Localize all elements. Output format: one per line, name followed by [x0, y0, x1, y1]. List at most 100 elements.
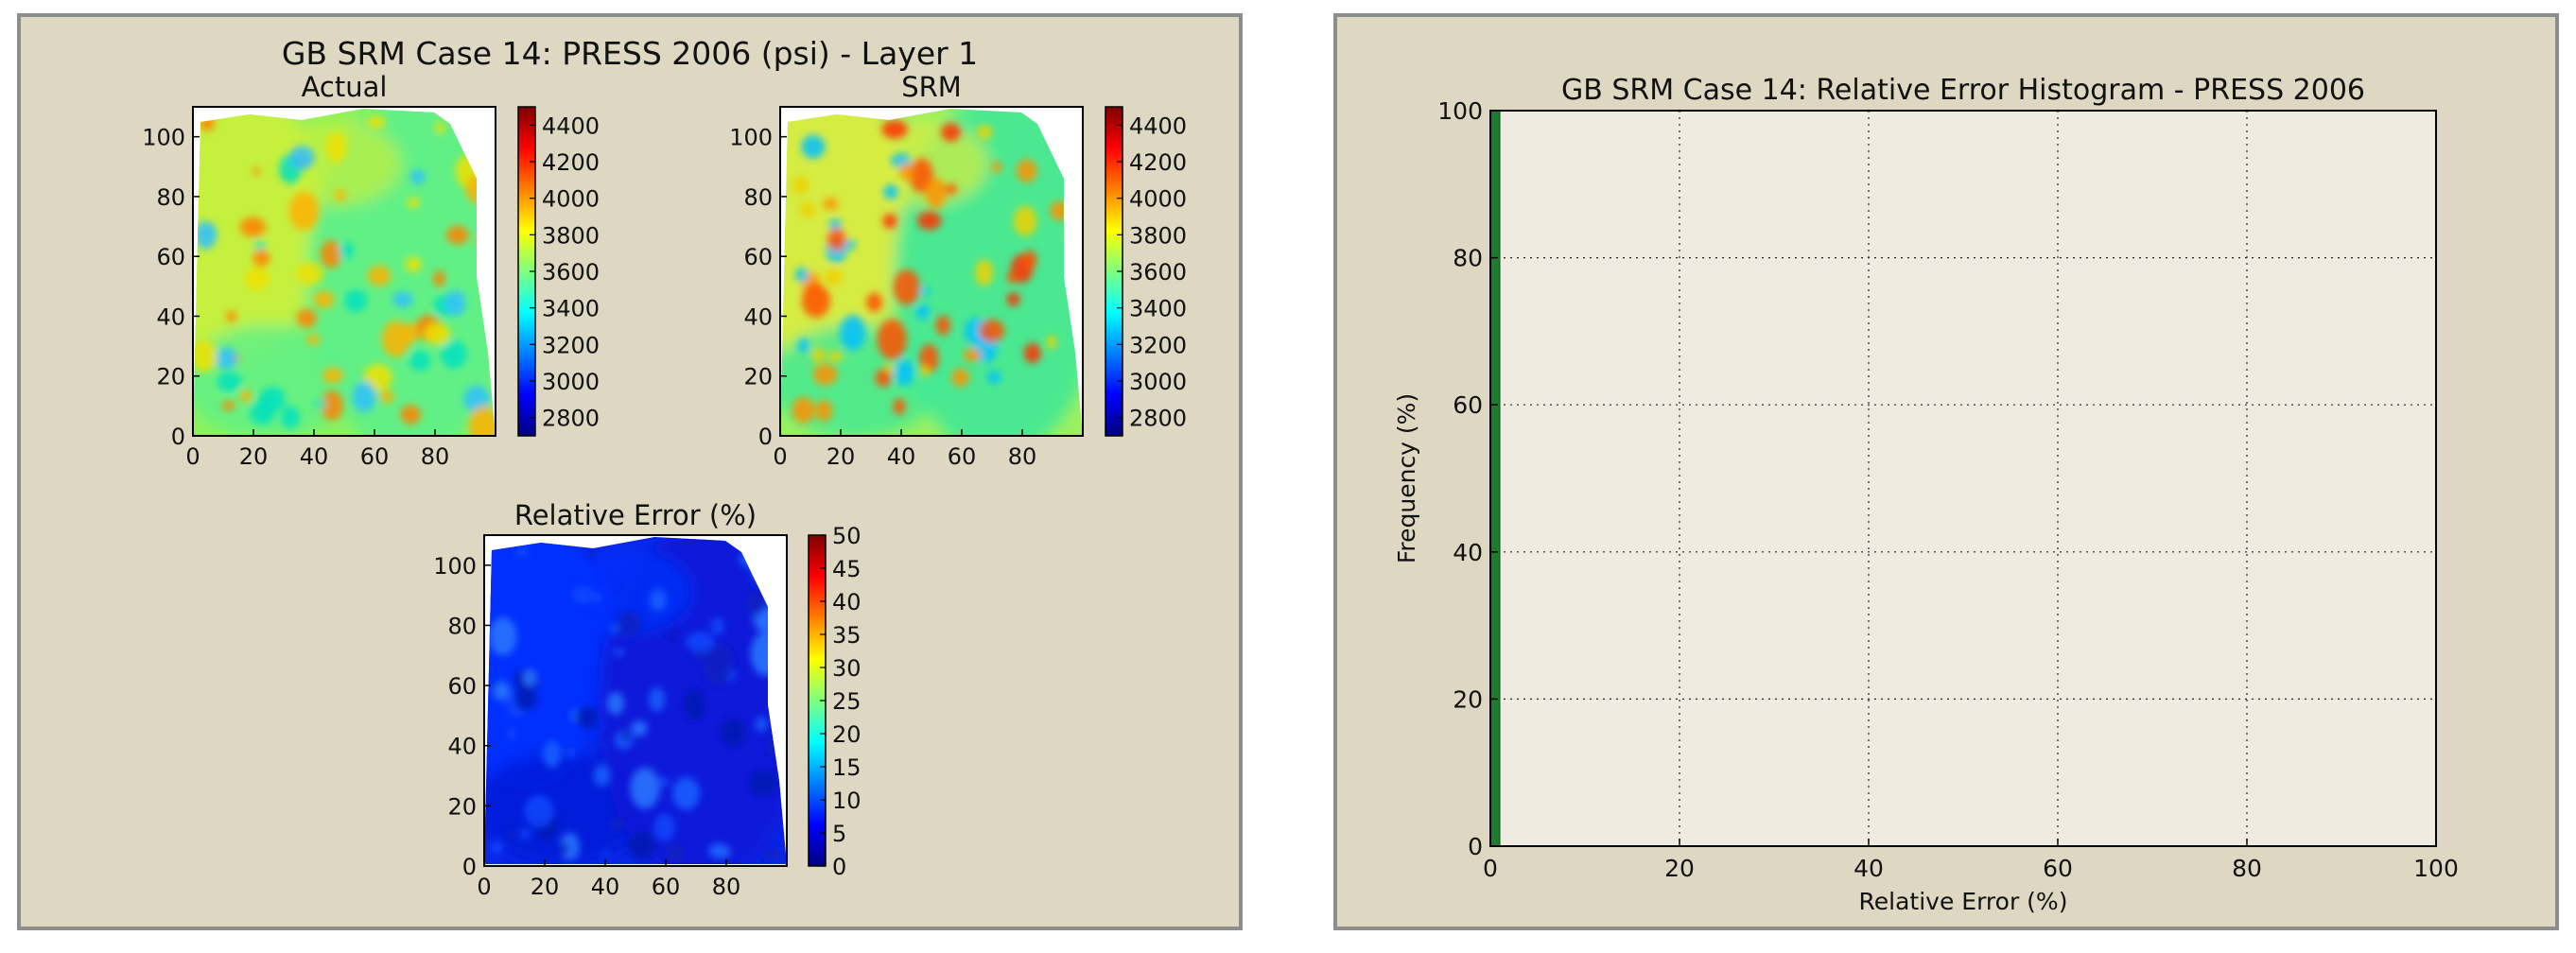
map-spot [489, 616, 517, 656]
map-spot [795, 267, 809, 283]
map-spot [979, 319, 1005, 343]
map-spot [822, 198, 839, 211]
map-spot [893, 269, 920, 305]
map-spot [215, 347, 237, 370]
map-spot [321, 390, 343, 421]
map-spot [405, 256, 422, 272]
map-spot [827, 351, 843, 362]
map-y-tick-label: 20 [156, 364, 185, 390]
map-spot [827, 228, 846, 251]
map-spot [409, 169, 426, 184]
map-spot [313, 290, 335, 309]
map-x-tick-label: 40 [887, 443, 916, 470]
figure-suptitle: GB SRM Case 14: PRESS 2006 (psi) - Layer… [282, 35, 978, 72]
map-spot [610, 816, 625, 833]
colorbar-tick-label: 45 [832, 556, 862, 582]
colorbar-tick-label: 10 [832, 788, 862, 814]
map-spot [252, 249, 270, 268]
map-spot [720, 718, 746, 747]
histogram-panel: GB SRM Case 14: Relative Error Histogram… [1333, 13, 2559, 930]
map-spots [193, 114, 496, 436]
map-spot [441, 340, 467, 369]
colorbar-tick-label: 3600 [542, 259, 600, 286]
map-spot [899, 163, 914, 181]
map-spot [239, 217, 267, 237]
map-spot [797, 338, 809, 353]
map-spot [424, 322, 451, 346]
map-spot [672, 777, 701, 810]
map-spot [883, 184, 898, 199]
map-spot [1023, 342, 1041, 364]
map-error: Relative Error (%) 0 20 40 60 80 0 20 40 60 80 100 0… [433, 499, 861, 900]
map-spot [621, 730, 631, 742]
map-spot [339, 241, 354, 261]
map-spot [649, 588, 667, 612]
map-spot [668, 631, 676, 640]
map-spot [631, 720, 648, 736]
map-spot [799, 201, 816, 218]
map-y-tick-label: 40 [447, 734, 477, 760]
map-y-tick-label: 0 [462, 854, 477, 880]
map-x-tick-label: 60 [948, 443, 977, 470]
map-spot [239, 389, 252, 403]
colorbar-tick-label: 3800 [1129, 222, 1187, 249]
map-spot [403, 322, 419, 343]
colorbar-tick-label: 15 [832, 754, 862, 781]
map-title: Actual [302, 71, 388, 103]
map-spot [344, 289, 368, 312]
map-spot [755, 716, 768, 732]
map-spot [986, 371, 1001, 385]
map-x-tick-label: 0 [773, 443, 787, 470]
map-spot [507, 829, 517, 840]
map-y-tick-label: 60 [743, 244, 773, 270]
map-spot [444, 290, 466, 317]
map-spot [281, 406, 300, 429]
map-spot [920, 286, 931, 296]
map-y-tick-label: 60 [447, 673, 477, 700]
map-field [484, 537, 787, 864]
map-spot [288, 146, 315, 170]
map-spot [710, 616, 724, 636]
map-spot [941, 123, 961, 142]
x-tick-label: 80 [2232, 855, 2262, 882]
map-spot [601, 850, 610, 858]
map-spot [812, 363, 838, 386]
colorbar-tick-label: 0 [832, 854, 846, 880]
colorbar-tick-label: 3400 [542, 296, 600, 322]
y-tick-label: 40 [1453, 539, 1483, 566]
map-spot [193, 339, 218, 373]
map-spot [1006, 272, 1018, 284]
map-spot [875, 369, 892, 388]
map-spot [392, 291, 413, 308]
x-tick-label: 0 [1483, 855, 1498, 882]
map-spot [653, 813, 675, 841]
map-spot [935, 315, 951, 336]
map-spot [665, 843, 685, 863]
map-x-tick-label: 40 [300, 443, 329, 470]
plot-frame [1489, 110, 2437, 847]
map-spot [865, 292, 883, 312]
map-spot [745, 590, 766, 615]
map-y-tick-label: 0 [171, 424, 185, 450]
map-y-tick-label: 100 [729, 125, 773, 151]
map-spot [692, 650, 707, 661]
colorbar-tick-label: 3600 [1129, 259, 1187, 286]
map-spot [708, 842, 728, 859]
map-spot [367, 265, 392, 286]
map-spot [566, 745, 576, 759]
map-spot [576, 706, 599, 729]
chart-title: GB SRM Case 14: Relative Error Histogram… [1561, 74, 2365, 107]
map-spot [749, 770, 778, 796]
map-actual: Actual 0 20 40 60 80 0 20 40 60 80 100 2800 3000 3200 3… [142, 71, 600, 470]
map-spot [519, 828, 531, 840]
map-spot [515, 546, 530, 558]
map-spot [335, 188, 346, 202]
map-spot [252, 167, 261, 175]
map-spot [945, 183, 958, 195]
map-x-tick-label: 80 [421, 443, 450, 470]
map-spot [920, 365, 930, 377]
map-y-tick-label: 0 [758, 424, 773, 450]
map-spots [792, 120, 1077, 425]
map-spot [649, 687, 666, 712]
map-spot [815, 400, 833, 422]
